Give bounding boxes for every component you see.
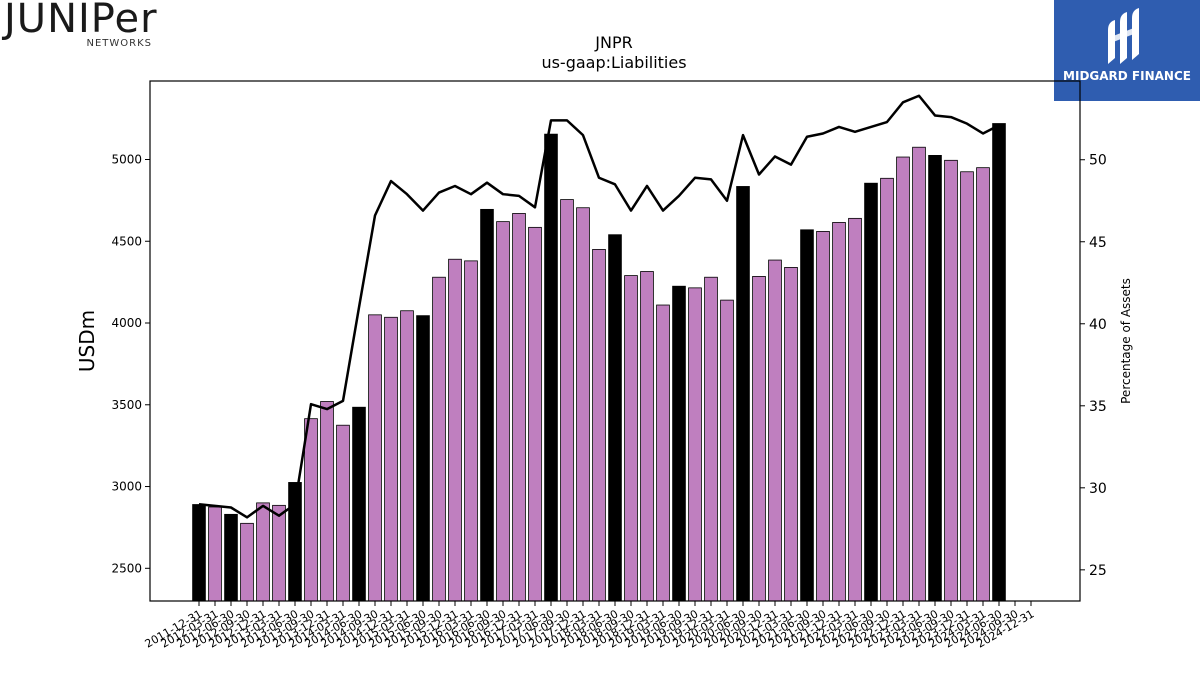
bar-2018-12-31 [640,271,654,602]
midgard-finance-name: MIDGARD FINANCE [1063,69,1191,83]
bar-2023-06-30 [928,155,942,602]
bar-2013-12-31 [320,401,334,602]
y-axis-label: USDm [75,310,99,372]
y2-tick-label-45: 45 [1089,235,1107,251]
bar-series [192,123,1006,602]
bar-2016-06-30 [480,208,494,602]
y-tick-label-4500: 4500 [111,234,142,248]
midgard-finance-logo: MIDGARD FINANCE [1054,0,1200,101]
bar-2017-09-30 [560,199,574,602]
bar-2017-06-30 [544,133,558,602]
bar-2016-09-30 [496,221,510,602]
bar-2012-03-31 [208,506,222,602]
y2-axis-label: Percentage of Assets [1119,278,1133,404]
y2-tick-label-30: 30 [1089,481,1107,497]
bar-2020-12-31 [768,259,782,602]
bar-2020-09-30 [752,276,766,602]
juniper-logo-wordmark: JUNIPer [4,0,158,42]
bar-2014-12-31 [384,316,398,602]
bar-2015-03-31 [400,310,414,602]
chart-title: JNPR [594,33,632,52]
bar-2013-03-31 [272,504,286,602]
bar-2014-03-31 [336,424,350,602]
y2-tick-label-35: 35 [1089,399,1107,415]
bar-2020-06-30 [736,186,750,602]
bar-2020-03-31 [720,299,734,602]
bar-2012-09-30 [240,522,254,602]
y2-tick-label-40: 40 [1089,317,1107,333]
bar-2019-06-30 [672,285,686,602]
chart-axes: 2500300035004000450050002530354045502011… [111,80,1107,651]
bar-2021-09-30 [816,231,830,602]
bar-2022-03-31 [848,217,862,602]
y-tick-label-5000: 5000 [111,152,142,166]
bar-2014-06-30 [352,406,366,602]
juniper-logo: JUNIPer NETWORKS [4,0,164,50]
bar-2024-03-31 [976,167,990,602]
y-tick-label-3000: 3000 [111,480,142,494]
bar-2013-09-30 [304,418,318,602]
bar-2024-06-30 [992,123,1006,602]
y-tick-label-4000: 4000 [111,316,142,330]
midgard-m-icon [1108,8,1139,64]
bar-2021-06-30 [800,229,814,602]
bar-2023-12-31 [960,171,974,602]
y-tick-label-2500: 2500 [111,561,142,575]
bar-2018-09-30 [624,275,638,602]
y2-tick-label-25: 25 [1089,563,1107,579]
bar-2016-03-31 [464,260,478,602]
bar-2017-12-31 [576,207,590,602]
bar-2015-12-31 [448,258,462,602]
bar-2022-06-30 [864,182,878,602]
bar-2017-03-31 [528,226,542,602]
bar-2019-12-31 [704,276,718,602]
bar-2015-06-30 [416,315,430,602]
bar-2012-06-30 [224,513,238,602]
bar-2021-12-31 [832,222,846,602]
bar-2021-03-31 [784,267,798,602]
bar-2011-12-31 [192,504,206,602]
bar-2018-03-31 [592,249,606,602]
y-tick-label-3500: 3500 [111,398,142,412]
line-series [198,94,1000,519]
bar-2023-03-31 [912,146,926,602]
bar-2018-06-30 [608,234,622,602]
bar-2022-12-31 [896,156,910,602]
bar-2022-09-30 [880,177,894,602]
bar-2019-03-31 [656,304,670,602]
bar-2023-09-30 [944,159,958,602]
chart-subtitle: us-gaap:Liabilities [541,53,686,72]
bar-2019-09-30 [688,287,702,602]
percentage-of-assets-line [198,94,1000,519]
y2-tick-label-50: 50 [1089,153,1107,169]
bar-2012-12-31 [256,502,270,602]
bar-2016-12-31 [512,213,526,602]
bar-2015-09-30 [432,276,446,602]
juniper-logo-subtitle: NETWORKS [86,38,152,49]
bar-2014-09-30 [368,314,382,602]
